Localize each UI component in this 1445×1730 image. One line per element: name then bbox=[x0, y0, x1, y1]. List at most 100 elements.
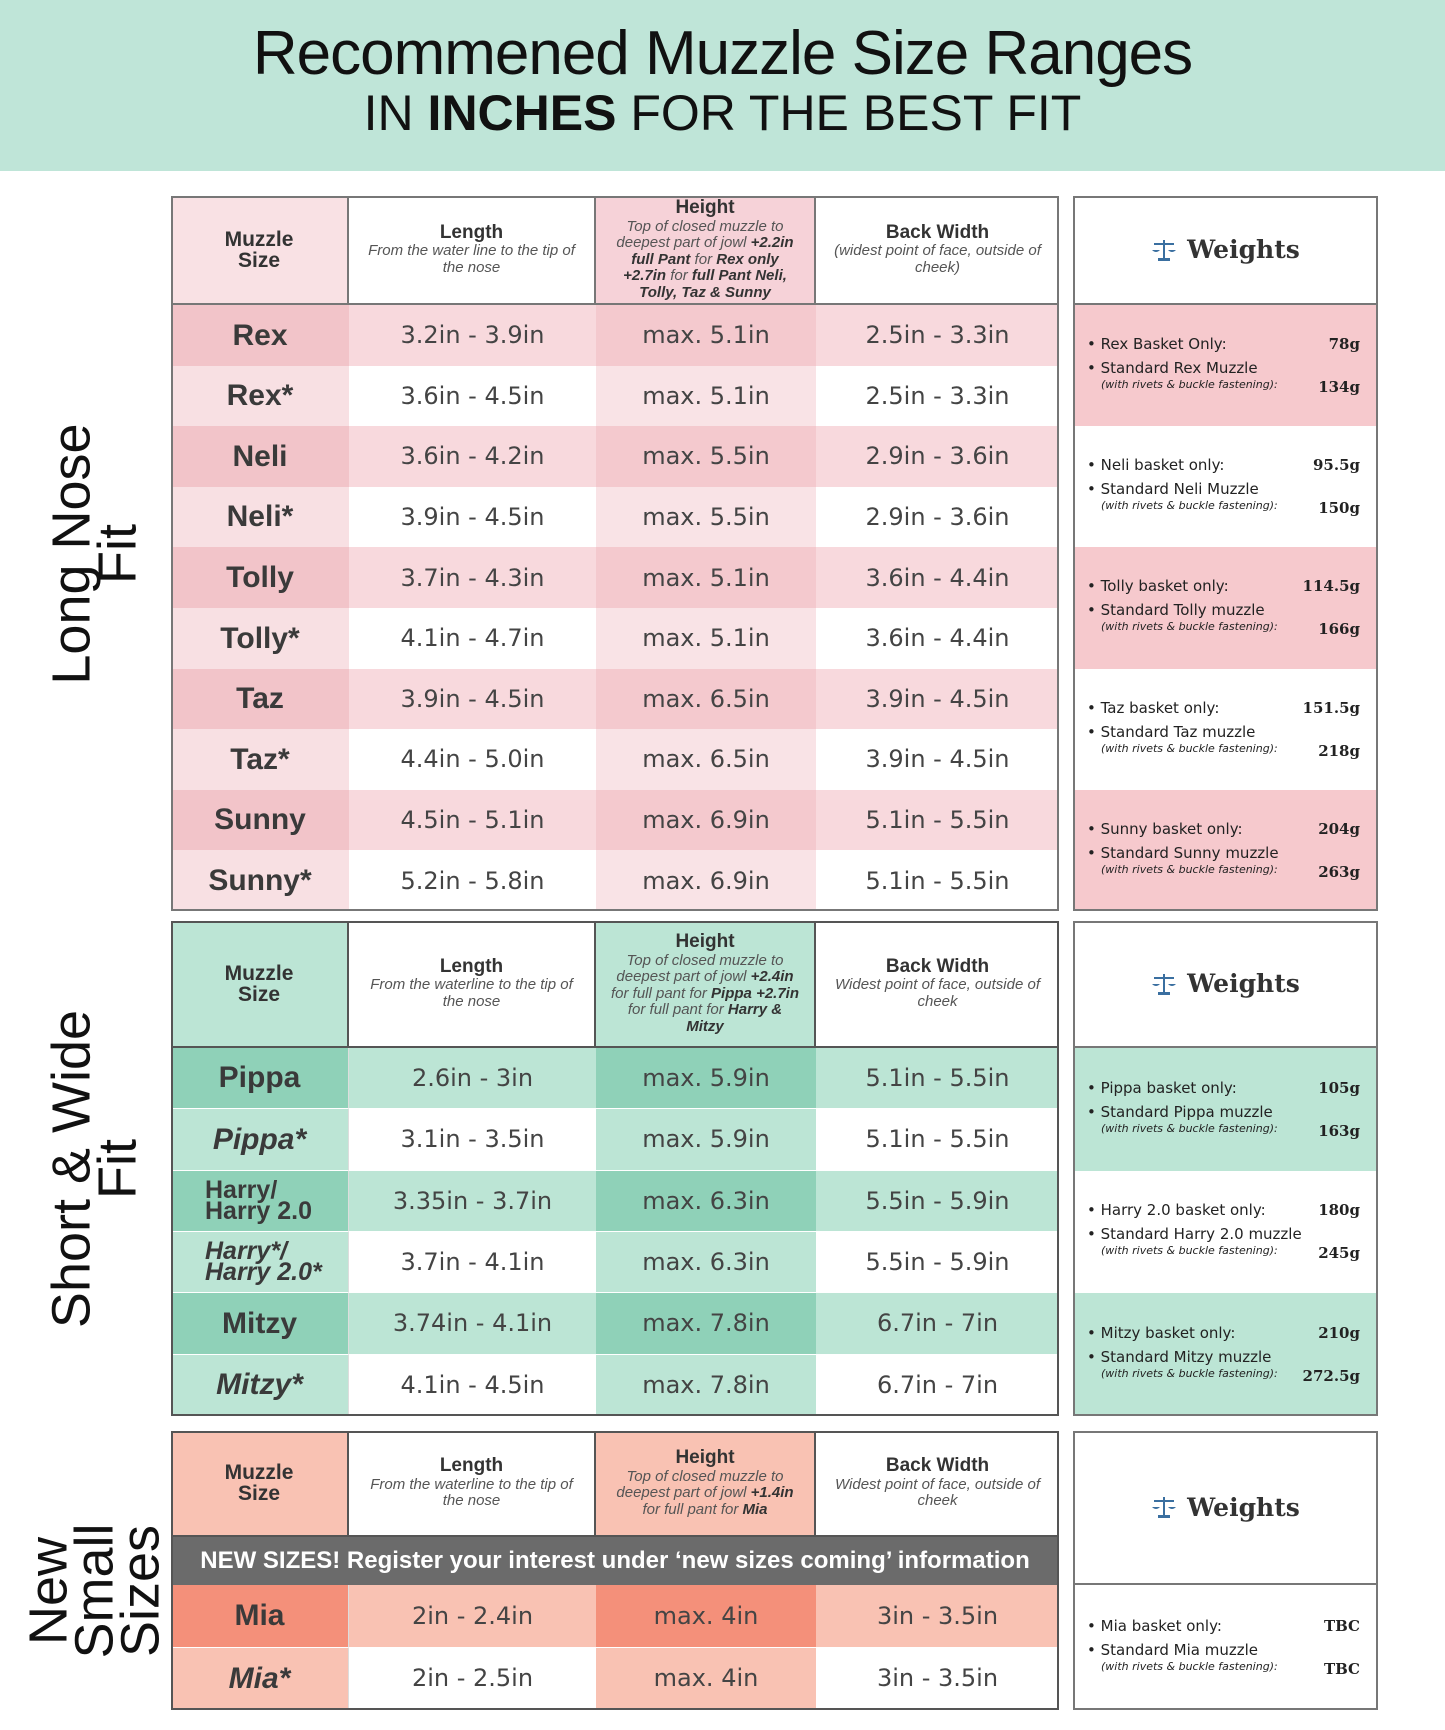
header-cell: Muzzle Size bbox=[171, 196, 349, 305]
size-value: max. 7.8in bbox=[596, 1293, 816, 1355]
header-cell: Back Width (widest point of face, outside… bbox=[816, 196, 1059, 305]
weight-label: • Standard Sunny muzzle bbox=[1087, 843, 1279, 862]
size-value: 3.7in - 4.1in bbox=[349, 1232, 596, 1294]
size-value: max. 5.1in bbox=[596, 365, 816, 427]
size-value: 3in - 3.5in bbox=[816, 1647, 1059, 1710]
weight-group: • Mitzy basket only: 210g • Standard Mitzy… bbox=[1073, 1293, 1378, 1416]
column-desc: From the waterline to the tip of the nos… bbox=[370, 976, 573, 1010]
desc-run: for full pant for bbox=[610, 984, 712, 1002]
column-desc: Top of closed muzzle to deepest part of … bbox=[610, 218, 800, 302]
size-value: 6.7in - 7in bbox=[816, 1354, 1059, 1416]
desc-run: +2.4in bbox=[750, 968, 794, 986]
weight-line: • Tolly basket only: 114.5g bbox=[1087, 577, 1360, 595]
scale-icon bbox=[1152, 1497, 1177, 1518]
weight-group: • Rex Basket Only: 78g • Standard Rex Muzz… bbox=[1073, 305, 1378, 427]
size-value: max. 6.3in bbox=[596, 1232, 816, 1294]
subtitle-pre: IN bbox=[363, 85, 414, 141]
size-value: 5.1in - 5.5in bbox=[816, 1048, 1059, 1110]
weight-line: (with rivets & buckle fastening): 150g bbox=[1087, 499, 1360, 517]
size-value: max. 5.5in bbox=[596, 426, 816, 487]
weight-value: 180g bbox=[1318, 1201, 1360, 1220]
size-value: max. 5.5in bbox=[596, 486, 816, 548]
weight-value: 272.5g bbox=[1302, 1367, 1360, 1386]
size-value: 3in - 3.5in bbox=[816, 1585, 1059, 1648]
header: Recommened Muzzle Size Ranges IN INCHES … bbox=[0, 0, 1445, 171]
size-value: 3.2in - 3.9in bbox=[349, 305, 596, 366]
size-value: 2in - 2.5in bbox=[349, 1647, 596, 1710]
size-value: 3.9in - 4.5in bbox=[349, 668, 596, 730]
weight-label: • Mitzy basket only: bbox=[1087, 1324, 1236, 1343]
weight-value: 78g bbox=[1328, 335, 1360, 354]
size-value: 3.6in - 4.2in bbox=[349, 426, 596, 487]
column-title: Length bbox=[439, 955, 504, 977]
weight-value: 218g bbox=[1318, 741, 1360, 760]
weight-note: (with rivets & buckle fastening): bbox=[1101, 862, 1278, 876]
weight-note: (with rivets & buckle fastening): bbox=[1101, 378, 1278, 392]
size-value: 2.9in - 3.6in bbox=[816, 486, 1059, 548]
size-name: Mia bbox=[171, 1585, 349, 1648]
weights-title: Weights bbox=[1187, 1492, 1300, 1522]
weight-line: (with rivets & buckle fastening): 163g bbox=[1087, 1122, 1360, 1140]
weight-label: • Taz basket only: bbox=[1087, 698, 1220, 717]
size-value: 2.6in - 3in bbox=[349, 1048, 596, 1110]
size-value: max. 6.9in bbox=[596, 789, 816, 851]
desc-run: Pippa bbox=[711, 984, 752, 1002]
weight-value: 114.5g bbox=[1302, 577, 1360, 596]
weight-group: • Pippa basket only: 105g • Standard Pippa… bbox=[1073, 1048, 1378, 1171]
size-value: max. 4in bbox=[596, 1647, 816, 1710]
desc-run: Rex only bbox=[716, 250, 779, 268]
weight-line: (with rivets & buckle fastening): 166g bbox=[1087, 620, 1360, 638]
size-name: Rex* bbox=[171, 365, 349, 427]
size-value: 4.5in - 5.1in bbox=[349, 789, 596, 851]
header-cell: Height Top of closed muzzle to deepest pa… bbox=[596, 1431, 816, 1537]
weight-note: (with rivets & buckle fastening): bbox=[1101, 620, 1278, 634]
size-value: 3.35in - 3.7in bbox=[349, 1170, 596, 1232]
weight-label: • Mia basket only: bbox=[1087, 1617, 1222, 1635]
column-title: Muzzle Size bbox=[224, 227, 294, 272]
column-desc: From the water line to the tip of the no… bbox=[368, 242, 575, 276]
weight-group: • Taz basket only: 151.5g • Standard Taz m… bbox=[1073, 668, 1378, 790]
weight-value: 105g bbox=[1318, 1078, 1360, 1097]
weight-label: • Standard Pippa muzzle bbox=[1087, 1102, 1273, 1121]
weight-line: • Rex Basket Only: 78g bbox=[1087, 335, 1360, 353]
size-value: max. 5.1in bbox=[596, 547, 816, 608]
size-name: Neli* bbox=[171, 486, 349, 548]
weight-label: • Sunny basket only: bbox=[1087, 819, 1243, 838]
header-cell: Muzzle Size bbox=[171, 921, 349, 1048]
column-desc: Top of closed muzzle to deepest part of … bbox=[610, 952, 800, 1036]
size-value: 3.9in - 4.5in bbox=[816, 668, 1059, 730]
size-name: Sunny* bbox=[171, 850, 349, 911]
size-value: 3.74in - 4.1in bbox=[349, 1293, 596, 1355]
scale-icon bbox=[1152, 973, 1177, 995]
weight-note: (with rivets & buckle fastening): bbox=[1101, 1367, 1278, 1381]
size-value: 3.9in - 4.5in bbox=[349, 486, 596, 548]
size-name: Pippa* bbox=[171, 1109, 349, 1171]
size-value: max. 6.3in bbox=[596, 1170, 816, 1232]
weights-header: Weights bbox=[1073, 1431, 1378, 1585]
weight-label: • Standard Taz muzzle bbox=[1087, 722, 1256, 741]
weight-value: 263g bbox=[1318, 862, 1360, 881]
desc-run: for bbox=[666, 267, 692, 285]
column-title: Muzzle Size bbox=[224, 1461, 294, 1505]
weight-value: 204g bbox=[1318, 819, 1360, 838]
desc-run: +2.7in bbox=[756, 984, 800, 1002]
weight-note: (with rivets & buckle fastening): bbox=[1101, 741, 1278, 755]
weight-line: (with rivets & buckle fastening): 218g bbox=[1087, 742, 1360, 760]
weight-value: 245g bbox=[1318, 1244, 1360, 1263]
weight-label: • Neli basket only: bbox=[1087, 456, 1225, 475]
desc-run: Harry & Mitzy bbox=[686, 1001, 783, 1035]
header-cell: Height Top of closed muzzle to deepest pa… bbox=[596, 196, 816, 305]
weight-line: (with rivets & buckle fastening): 245g bbox=[1087, 1244, 1360, 1262]
weight-line: • Pippa basket only: 105g bbox=[1087, 1079, 1360, 1097]
size-name: Harry*/ Harry 2.0* bbox=[171, 1232, 349, 1294]
weight-line: • Taz basket only: 151.5g bbox=[1087, 699, 1360, 717]
size-name: Tolly bbox=[171, 547, 349, 608]
subtitle-post: FOR THE BEST FIT bbox=[630, 85, 1082, 141]
weight-note: (with rivets & buckle fastening): bbox=[1101, 499, 1278, 513]
column-title: Back Width bbox=[885, 1455, 990, 1477]
size-name: Mitzy bbox=[171, 1293, 349, 1355]
desc-run: for full pant for bbox=[627, 1001, 728, 1019]
size-name: Mia* bbox=[171, 1647, 349, 1710]
side-label-line: Sizes bbox=[109, 1524, 170, 1657]
